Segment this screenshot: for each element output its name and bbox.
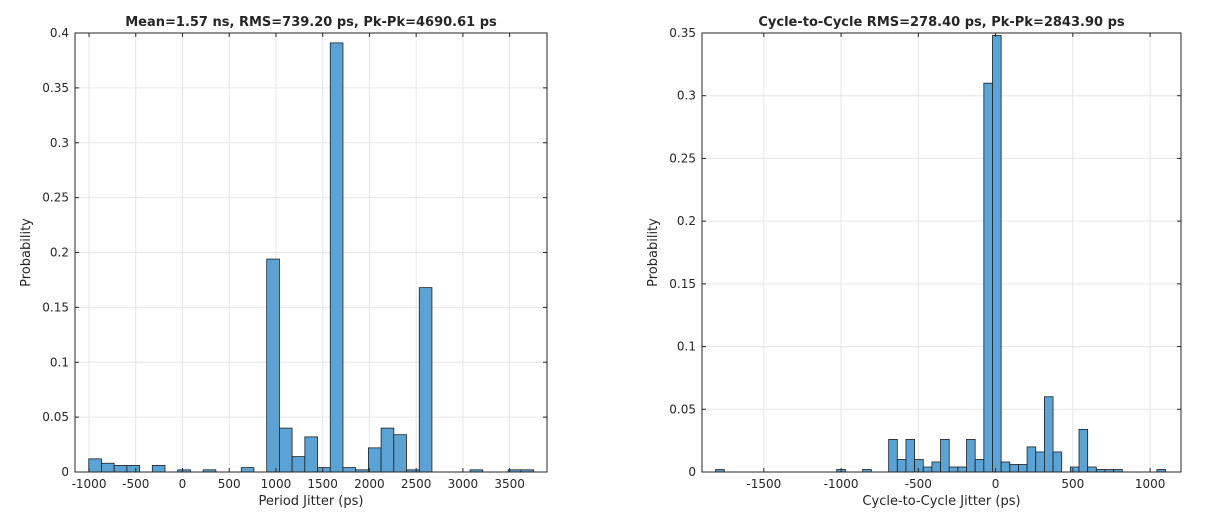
histogram-bar: [304, 436, 318, 473]
histogram-bar: [1009, 464, 1019, 473]
histogram-bar: [914, 459, 924, 473]
y-tick-label: 0.25: [42, 191, 69, 205]
histogram-bar: [279, 427, 293, 473]
x-tick-label: 1500: [307, 477, 338, 491]
x-tick-label: 0: [179, 477, 187, 491]
histogram-bar: [393, 434, 407, 473]
y-tick-label: 0.2: [677, 214, 696, 228]
y-tick-label: 0.3: [50, 136, 69, 150]
x-tick-label: 500: [1061, 477, 1084, 491]
y-tick-label: 0.35: [42, 81, 69, 95]
x-tick-label: 3500: [494, 477, 525, 491]
histogram-bar: [317, 467, 331, 473]
histogram-bar: [418, 287, 433, 473]
y-tick-label: 0: [61, 465, 69, 479]
histogram-bar: [1044, 396, 1054, 473]
histogram-bar: [367, 447, 382, 473]
y-tick-label: 0.4: [50, 26, 69, 40]
x-tick-label: 2000: [354, 477, 385, 491]
x-tick-label: 500: [218, 477, 241, 491]
y-tick-label: 0.35: [669, 26, 696, 40]
histogram-bar: [342, 467, 357, 473]
x-tick-label: 1000: [1135, 477, 1166, 491]
y-tick-label: 0.1: [677, 340, 696, 354]
x-tick-label: 1000: [261, 477, 292, 491]
histogram-bar: [126, 465, 140, 473]
y-axis-label: Probability: [646, 218, 661, 287]
histogram-bar: [992, 35, 1002, 473]
histogram-bar: [888, 438, 898, 473]
histogram-bar: [940, 438, 950, 473]
chart-title: Mean=1.57 ns, RMS=739.20 ps, Pk-Pk=4690.…: [125, 15, 497, 30]
x-tick-label: -1000: [72, 477, 107, 491]
y-tick-label: 0.2: [50, 246, 69, 260]
histogram-bar: [948, 466, 959, 473]
x-tick-label: 2500: [401, 477, 432, 491]
histogram-bar: [1026, 446, 1037, 473]
x-tick-label: 3000: [448, 477, 479, 491]
histogram-bar: [1087, 466, 1097, 473]
histogram-bar: [966, 438, 976, 473]
y-axis-label: Probability: [19, 218, 34, 287]
chart-title: Cycle-to-Cycle RMS=278.40 ps, Pk-Pk=2843…: [758, 15, 1125, 30]
histogram-bar: [291, 456, 306, 473]
histogram-bar: [974, 459, 985, 473]
histogram-bar: [329, 42, 344, 473]
x-tick-label: -500: [122, 477, 149, 491]
y-tick-label: 0.05: [669, 402, 696, 416]
histogram-bar: [151, 465, 166, 473]
histogram-bar: [957, 466, 967, 473]
histogram-bar: [380, 427, 395, 473]
histogram-bar: [931, 461, 941, 473]
y-tick-label: 0.25: [669, 151, 696, 165]
x-axis-label: Cycle-to-Cycle Jitter (ps): [862, 494, 1020, 509]
x-tick-label: -500: [905, 477, 932, 491]
histogram-bar: [1069, 466, 1080, 473]
y-tick-label: 0: [688, 465, 696, 479]
histogram-bar: [1035, 451, 1045, 473]
x-tick-label: 0: [992, 477, 1000, 491]
histogram-bar: [922, 466, 933, 473]
histogram-bar: [896, 459, 907, 473]
x-tick-label: -1500: [746, 477, 781, 491]
histogram-bar: [1000, 461, 1011, 473]
plot-area: [702, 33, 1181, 472]
axes-box: [701, 32, 1182, 473]
histogram-bar: [905, 438, 916, 473]
histogram-bar: [983, 82, 993, 473]
x-tick-label: -1000: [824, 477, 859, 491]
y-tick-label: 0.15: [669, 277, 696, 291]
x-axis-label: Period Jitter (ps): [259, 494, 364, 509]
histogram-bar: [240, 467, 255, 473]
histogram-bar: [1018, 464, 1028, 473]
y-tick-label: 0.3: [677, 89, 696, 103]
y-tick-label: 0.15: [42, 300, 69, 314]
histogram-bar: [101, 462, 115, 473]
y-tick-label: 0.1: [50, 355, 69, 369]
histogram-bar: [113, 465, 128, 473]
histogram-bar: [88, 458, 102, 473]
y-tick-label: 0.05: [42, 410, 69, 424]
histogram-bar: [1052, 451, 1063, 473]
histogram-bar: [1078, 428, 1089, 473]
histogram-bar: [266, 258, 280, 473]
